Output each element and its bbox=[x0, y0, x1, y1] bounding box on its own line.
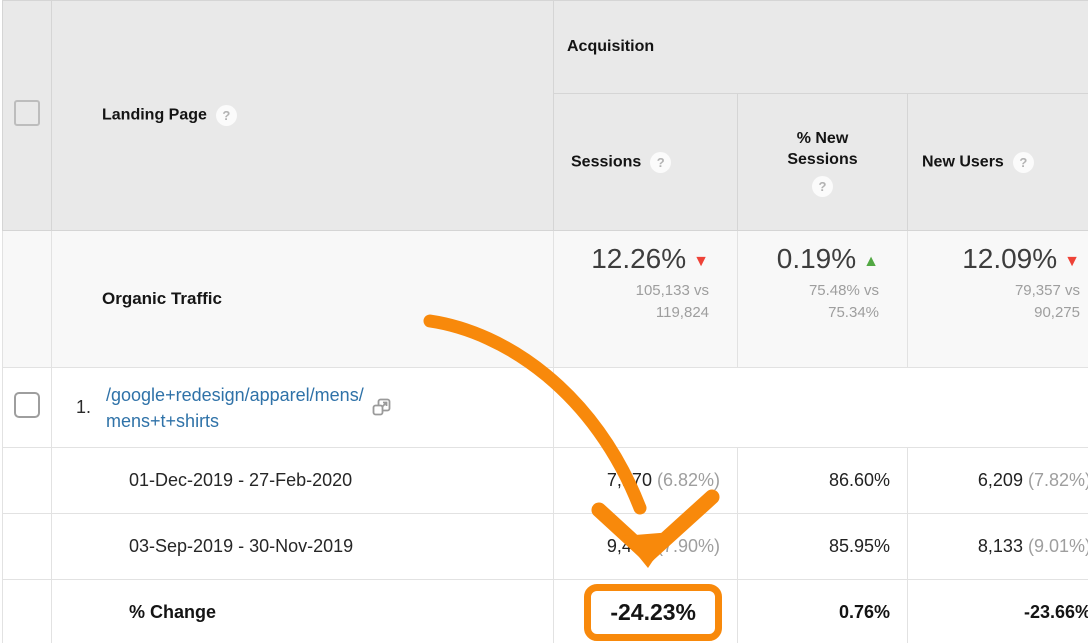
landing-page-label: Landing Page bbox=[102, 106, 207, 124]
sessions-label: Sessions bbox=[571, 153, 642, 171]
landing-page-link[interactable]: /google+redesign/apparel/mens/ mens+t+sh… bbox=[106, 384, 364, 431]
new-users-change-value: 12.09% ▼ bbox=[962, 243, 1080, 274]
help-icon[interactable]: ? bbox=[812, 175, 833, 197]
new-users-comparison: 79,357 vs 90,275 bbox=[1014, 282, 1080, 321]
percent-change-label: % Change bbox=[51, 579, 554, 643]
new-users-percent-change: -23.66% bbox=[907, 579, 1088, 643]
new-users-value-cell: 6,209 (7.82%) bbox=[907, 447, 1088, 514]
help-icon[interactable]: ? bbox=[215, 105, 237, 126]
arrow-up-icon: ▲ bbox=[863, 253, 879, 270]
table-row-period-2: 03-Sep-2019 - 30-Nov-2019 9,463 (7.90%) … bbox=[2, 513, 1088, 580]
sessions-change-cell: -24.23% bbox=[553, 579, 738, 643]
select-all-cell bbox=[2, 0, 52, 231]
landing-page-url-cell: 1. /google+redesign/apparel/mens/ mens+t… bbox=[51, 367, 554, 448]
empty-checkbox-cell bbox=[2, 513, 52, 580]
column-header-new-users[interactable]: New Users? bbox=[907, 93, 1088, 231]
empty-checkbox-cell bbox=[2, 579, 52, 643]
new-sessions-value-cell: 86.60% bbox=[737, 447, 908, 514]
arrow-down-icon: ▼ bbox=[1064, 253, 1080, 270]
new-sessions-label: % New Sessions bbox=[787, 129, 858, 168]
new-users-label: New Users bbox=[922, 153, 1004, 171]
row-checkbox-cell bbox=[2, 367, 52, 448]
acquisition-label: Acquisition bbox=[567, 38, 655, 55]
summary-new-users-cell: 12.09% ▼ 79,357 vs 90,275 bbox=[907, 230, 1088, 368]
row-number: 1. bbox=[76, 397, 92, 417]
table-row-period-1: 01-Dec-2019 - 27-Feb-2020 7,170 (6.82%) … bbox=[2, 447, 1088, 514]
summary-sessions-cell: 12.26% ▼ 105,133 vs 119,824 bbox=[553, 230, 738, 368]
period-label: 01-Dec-2019 - 27-Feb-2020 bbox=[51, 447, 554, 514]
column-header-new-sessions[interactable]: % New Sessions ? bbox=[737, 93, 908, 231]
table-row-landing-page-1: 1. /google+redesign/apparel/mens/ mens+t… bbox=[2, 367, 1088, 448]
new-sessions-value-cell: 85.95% bbox=[737, 513, 908, 580]
segment-label: Organic Traffic bbox=[102, 289, 222, 308]
new-users-value-cell: 8,133 (9.01%) bbox=[907, 513, 1088, 580]
new-sessions-comparison: 75.48% vs 75.34% bbox=[808, 282, 879, 321]
metric-header-row: Sessions? % New Sessions ? New Users? bbox=[3, 93, 1088, 231]
column-header-landing-page[interactable]: Landing Page? bbox=[51, 0, 554, 231]
column-header-sessions[interactable]: Sessions? bbox=[553, 93, 738, 231]
summary-checkbox-cell bbox=[2, 230, 52, 368]
summary-row-organic-traffic: Organic Traffic 12.26% ▼ 105,133 vs 119,82… bbox=[2, 230, 1088, 368]
sessions-comparison: 105,133 vs 119,824 bbox=[635, 282, 709, 321]
help-icon[interactable]: ? bbox=[650, 151, 672, 173]
new-sessions-percent-change: 0.76% bbox=[737, 579, 908, 643]
table-row-percent-change: % Change -24.23% 0.76% -23.66% bbox=[2, 579, 1088, 643]
group-header-acquisition: Acquisition bbox=[553, 0, 1088, 94]
sessions-value-cell: 9,463 (7.90%) bbox=[553, 513, 738, 580]
arrow-down-icon: ▼ bbox=[693, 253, 709, 270]
period-label: 03-Sep-2019 - 30-Nov-2019 bbox=[51, 513, 554, 580]
highlight-box: -24.23% bbox=[584, 583, 722, 641]
sessions-change-value: 12.26% ▼ bbox=[591, 243, 709, 274]
sessions-value-cell: 7,170 (6.82%) bbox=[553, 447, 738, 514]
empty-metrics-cell bbox=[553, 367, 1088, 448]
sessions-percent-change: -24.23% bbox=[610, 598, 696, 625]
help-icon[interactable]: ? bbox=[1012, 151, 1034, 173]
row-checkbox[interactable] bbox=[14, 392, 40, 418]
summary-new-sessions-cell: 0.19% ▲ 75.48% vs 75.34% bbox=[737, 230, 908, 368]
empty-checkbox-cell bbox=[2, 447, 52, 514]
open-in-new-icon[interactable] bbox=[371, 397, 392, 418]
new-sessions-change-value: 0.19% ▲ bbox=[776, 243, 879, 274]
summary-label-cell: Organic Traffic bbox=[51, 230, 554, 368]
header-row-group: Landing Page? Acquisition bbox=[2, 0, 1088, 231]
select-all-checkbox[interactable] bbox=[14, 100, 40, 126]
